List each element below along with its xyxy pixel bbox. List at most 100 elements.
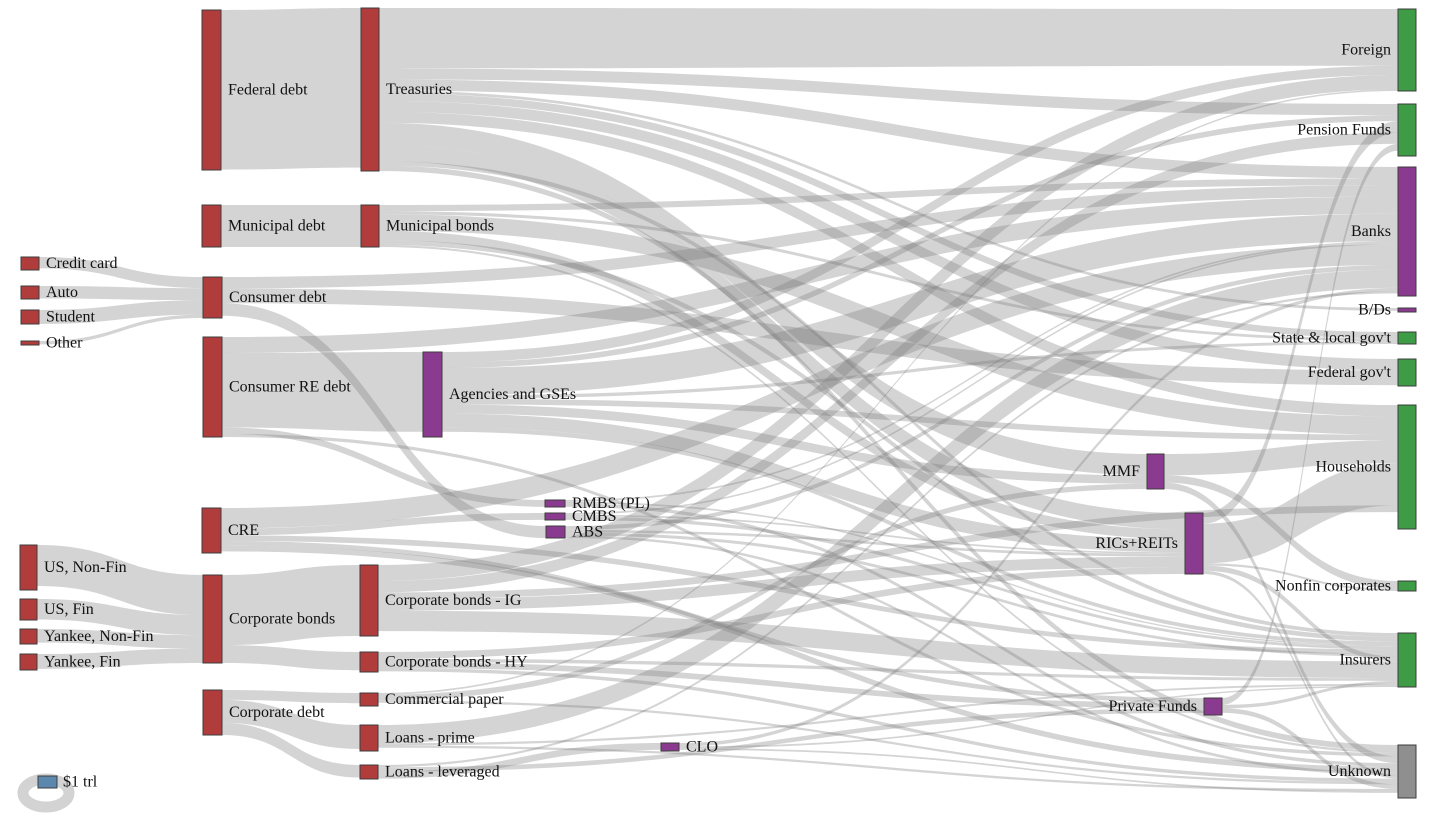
flow-treasuries-state_local [379,93,1398,339]
flow-consumer_debt-banks [222,185,1398,289]
flow-consumer_re_debt-banks [222,196,1398,353]
node-label-loans_prime: Loans - prime [385,730,475,747]
flow-rics_reits-households [1203,463,1398,564]
node-state_local [1397,331,1417,345]
flow-corporate_debt-loans_prime [222,699,360,749]
node-label-consumer_debt: Consumer debt [229,289,327,306]
flow-abs-insurers [565,532,1398,657]
flow-yankee_fin-corporate_bonds [37,648,203,669]
flow-rics_reits-pension_funds [1203,121,1398,524]
flow-cmbs-banks [565,242,1398,515]
node-unknown [1397,744,1417,799]
flow-agencies_gses-rics_reits [442,413,1185,553]
node-auto [20,285,40,300]
flow-consumer_debt-federal_govt [222,288,1398,386]
flow-cmbs-rics_reits [565,514,1185,554]
flow-municipal_debt-municipal_bonds [221,205,361,247]
flow-us_fin-corporate_bonds [37,599,203,636]
node-banks [1397,166,1417,297]
node-label-federal_govt: Federal gov't [1308,364,1392,381]
flow-loans_prime-unknown [378,745,1398,792]
flow-municipal_bonds-households [379,214,1398,435]
flow-corp_ig-households [378,505,1398,600]
flow-cre-banks [221,244,1398,529]
flow-loans_prime-insurers [378,683,1398,746]
flow-mmf-households [1164,440,1398,476]
node-label-treasuries: Treasuries [386,81,452,98]
node-commercial_paper [359,692,379,707]
node-label-us_nonfin: US, Non-Fin [44,559,127,576]
flow-corp_ig-foreign [378,75,1398,581]
flow-rmbs_pl-insurers [565,501,1398,647]
flow-treasuries-rics_reits [379,144,1185,530]
node-label-other: Other [46,335,83,352]
node-consumer_debt [202,276,223,319]
node-label-agencies_gses: Agencies and GSEs [449,386,576,403]
flow-abs-banks [565,265,1398,530]
node-corp_hy [359,651,379,673]
flow-commercial_paper-mmf [378,483,1147,701]
flow-loans_leveraged-private_funds [378,708,1204,772]
flow-agencies_gses-banks [442,213,1398,396]
flow-rics_reits-insurers [1203,565,1398,662]
node-label-state_local: State & local gov't [1272,330,1391,347]
flow-agencies_gses-state_local [442,341,1398,399]
flow-mmf-nonfin_corporates [1164,475,1398,589]
node-label-commercial_paper: Commercial paper [385,691,504,708]
node-label-nonfin_corporates: Nonfin corporates [1275,578,1391,595]
flow-cre-private_funds [221,541,1204,703]
node-label-foreign: Foreign [1341,42,1391,59]
node-label-student: Student [46,309,95,326]
flow-treasuries-households [379,111,1398,417]
flow-agencies_gses-foreign [442,65,1398,363]
flow-corp_hy-rics_reits [378,567,1185,659]
node-loans_prime [359,724,379,752]
node-municipal_debt [201,204,222,248]
flow-corp_ig-rics_reits [378,556,1185,611]
flow-commercial_paper-unknown [378,700,1398,785]
flow-treasuries-unknown [379,165,1398,751]
node-label-cre: CRE [228,522,259,539]
node-label-us_fin: US, Fin [44,601,94,618]
node-us_fin [19,598,38,621]
flow-rmbs_pl-banks [565,241,1398,502]
flow-abs-unknown [565,535,1398,776]
flow-clo-insurers [679,685,1398,749]
node-rics_reits [1184,512,1204,575]
nodes-layer [19,7,1417,799]
node-insurers [1397,632,1417,688]
flow-private_funds-pension_funds [1222,143,1398,705]
node-label-insurers: Insurers [1339,652,1391,669]
node-federal_govt [1397,358,1417,387]
flow-agencies_gses-households [442,398,1398,441]
flow-consumer_re_debt-unknown [222,433,1398,757]
node-nonfin_corporates [1397,580,1417,592]
node-treasuries [360,7,380,172]
node-label-auto: Auto [46,284,78,301]
flow-corp_hy-unknown [378,667,1398,783]
node-credit_card [20,256,40,271]
node-label-rics_reits: RICs+REITs [1095,535,1178,552]
flow-consumer_re_debt-agencies_gses [222,352,423,432]
flow-consumer_debt-abs [222,303,546,538]
flow-student-consumer_debt [39,300,203,324]
flow-corp_ig-insurers [378,610,1398,679]
node-foreign [1397,8,1417,92]
node-label-credit_card: Credit card [46,255,118,272]
flow-cre-insurers [221,535,1398,654]
node-label-mmf: MMF [1103,463,1140,480]
node-federal_debt [201,9,222,171]
flow-cre-unknown [221,545,1398,773]
node-rmbs_pl [544,499,566,508]
node-label-municipal_debt: Municipal debt [228,218,326,235]
node-mmf [1146,453,1165,490]
flow-treasuries-pension_funds [379,68,1398,116]
node-student [20,309,40,325]
flow-corp_hy-insurers [378,658,1398,681]
node-label-yankee_fin: Yankee, Fin [44,654,121,671]
node-label-municipal_bonds: Municipal bonds [386,218,494,235]
flow-treasuries-mmf [379,122,1147,476]
flow-corporate_bonds-corp_ig [222,565,360,646]
node-label-yankee_nonfin: Yankee, Non-Fin [44,628,153,645]
flow-mmf-unknown [1164,482,1398,764]
